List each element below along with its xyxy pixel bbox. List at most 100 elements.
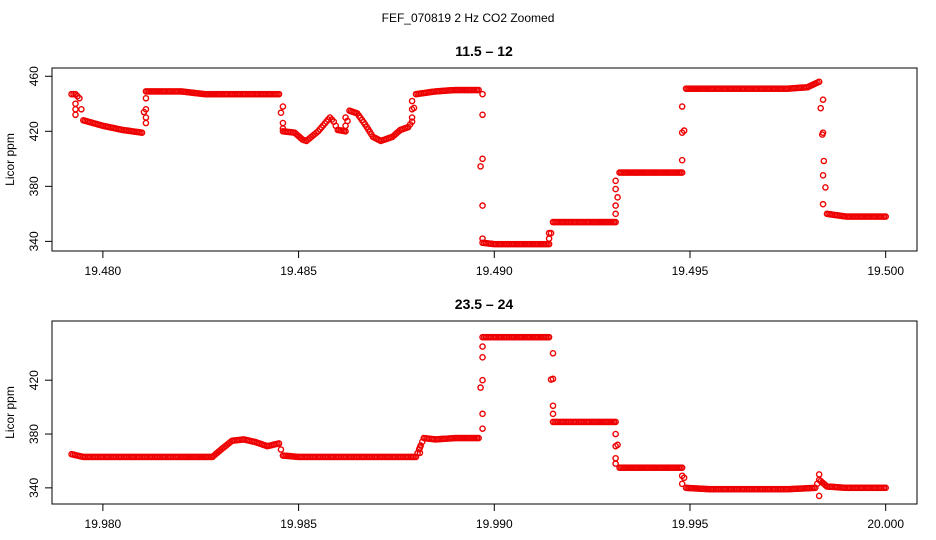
data-point — [678, 169, 686, 176]
data-point — [549, 402, 557, 410]
data-point — [76, 94, 83, 102]
data-point — [72, 111, 79, 119]
data-point — [612, 185, 619, 193]
data-point — [342, 114, 349, 121]
data-point — [479, 425, 486, 432]
data-point — [72, 105, 79, 113]
data-point — [545, 333, 553, 341]
data-point — [819, 172, 827, 179]
data-point — [612, 460, 619, 467]
x-tick-label: 19.480 — [85, 264, 122, 278]
data-point — [612, 430, 619, 438]
data-point — [279, 119, 287, 127]
panel-2: 23.5 – 24 Licor ppm 19.980 19.985 19.990 19… — [3, 296, 918, 531]
panel-2-plot-frame — [51, 320, 918, 505]
figure-suptitle: FEF_070819 2 Hz CO2 Zoomed — [382, 11, 555, 25]
data-point — [277, 446, 285, 453]
data-point — [414, 449, 421, 457]
panel-1: 11.5 – 12 Licor ppm 19.480 19.485 19.490 19… — [3, 43, 918, 278]
data-point — [277, 109, 285, 117]
data-point — [479, 111, 486, 119]
data-point — [479, 410, 486, 418]
data-point — [882, 213, 889, 220]
data-point — [477, 163, 484, 170]
data-point — [477, 384, 484, 391]
data-point — [408, 114, 416, 121]
data-point — [815, 471, 823, 478]
data-point — [545, 229, 553, 237]
data-point — [408, 118, 416, 125]
y-tick-label: 340 — [27, 231, 41, 251]
x-tick-label: 19.500 — [867, 264, 904, 278]
y-tick-label: 460 — [27, 66, 41, 86]
data-point — [549, 375, 557, 383]
data-point — [142, 105, 150, 113]
data-point — [479, 235, 486, 242]
x-tick-label: 19.495 — [672, 264, 709, 278]
data-point — [678, 472, 686, 480]
x-tick-label: 19.490 — [476, 264, 513, 278]
panel-1-y-axis-label: Licor ppm — [3, 133, 17, 186]
panel-2-y-axis: 340 380 420 — [27, 370, 52, 498]
data-point — [78, 105, 85, 113]
y-tick-label: 380 — [27, 176, 41, 196]
data-point — [72, 100, 79, 108]
data-point — [614, 194, 621, 201]
data-point — [279, 103, 287, 110]
data-point — [822, 184, 829, 191]
data-point — [819, 200, 827, 208]
panel-1-title: 11.5 – 12 — [455, 43, 513, 59]
y-tick-label: 420 — [27, 370, 41, 390]
panel-1-data-points — [68, 78, 889, 248]
data-point — [279, 125, 287, 132]
data-point — [612, 210, 619, 218]
data-point — [815, 78, 823, 86]
y-tick-label: 380 — [27, 424, 41, 444]
data-point — [479, 202, 486, 209]
data-point — [678, 103, 686, 110]
data-point — [545, 235, 553, 242]
data-point — [479, 354, 486, 361]
x-tick-label: 19.995 — [672, 517, 709, 531]
data-point — [479, 90, 486, 98]
panel-1-x-axis: 19.480 19.485 19.490 19.495 19.500 — [85, 251, 904, 278]
data-point — [612, 218, 619, 226]
data-point — [408, 105, 416, 113]
data-point — [549, 410, 557, 418]
data-point — [815, 492, 823, 500]
data-point — [275, 90, 283, 98]
y-tick-label: 340 — [27, 478, 41, 498]
data-point — [819, 129, 827, 136]
x-tick-label: 19.980 — [85, 517, 122, 531]
panel-2-x-axis: 19.980 19.985 19.990 19.995 20.000 — [85, 504, 904, 531]
data-point — [479, 343, 486, 350]
data-point — [819, 96, 827, 103]
data-point — [882, 484, 889, 492]
data-point — [408, 97, 416, 105]
data-point — [479, 376, 486, 384]
x-tick-label: 19.985 — [280, 517, 317, 531]
panel-1-plot-frame — [51, 67, 918, 252]
data-point — [342, 122, 349, 130]
data-point — [678, 464, 686, 471]
data-point — [475, 86, 482, 94]
data-point — [475, 434, 482, 442]
data-point — [142, 114, 150, 121]
data-point — [549, 349, 557, 357]
data-point — [416, 444, 424, 451]
data-point — [142, 94, 150, 102]
panel-1-y-axis: 340 380 420 460 — [27, 66, 52, 251]
data-point — [275, 440, 283, 447]
data-point — [612, 418, 619, 426]
data-point — [612, 454, 619, 462]
panel-2-data-points — [68, 333, 889, 500]
data-point — [678, 480, 686, 488]
data-point — [612, 177, 619, 185]
data-point — [138, 129, 146, 136]
data-point — [142, 119, 150, 127]
data-point — [820, 157, 828, 165]
data-point — [612, 442, 619, 450]
data-point — [612, 202, 619, 209]
